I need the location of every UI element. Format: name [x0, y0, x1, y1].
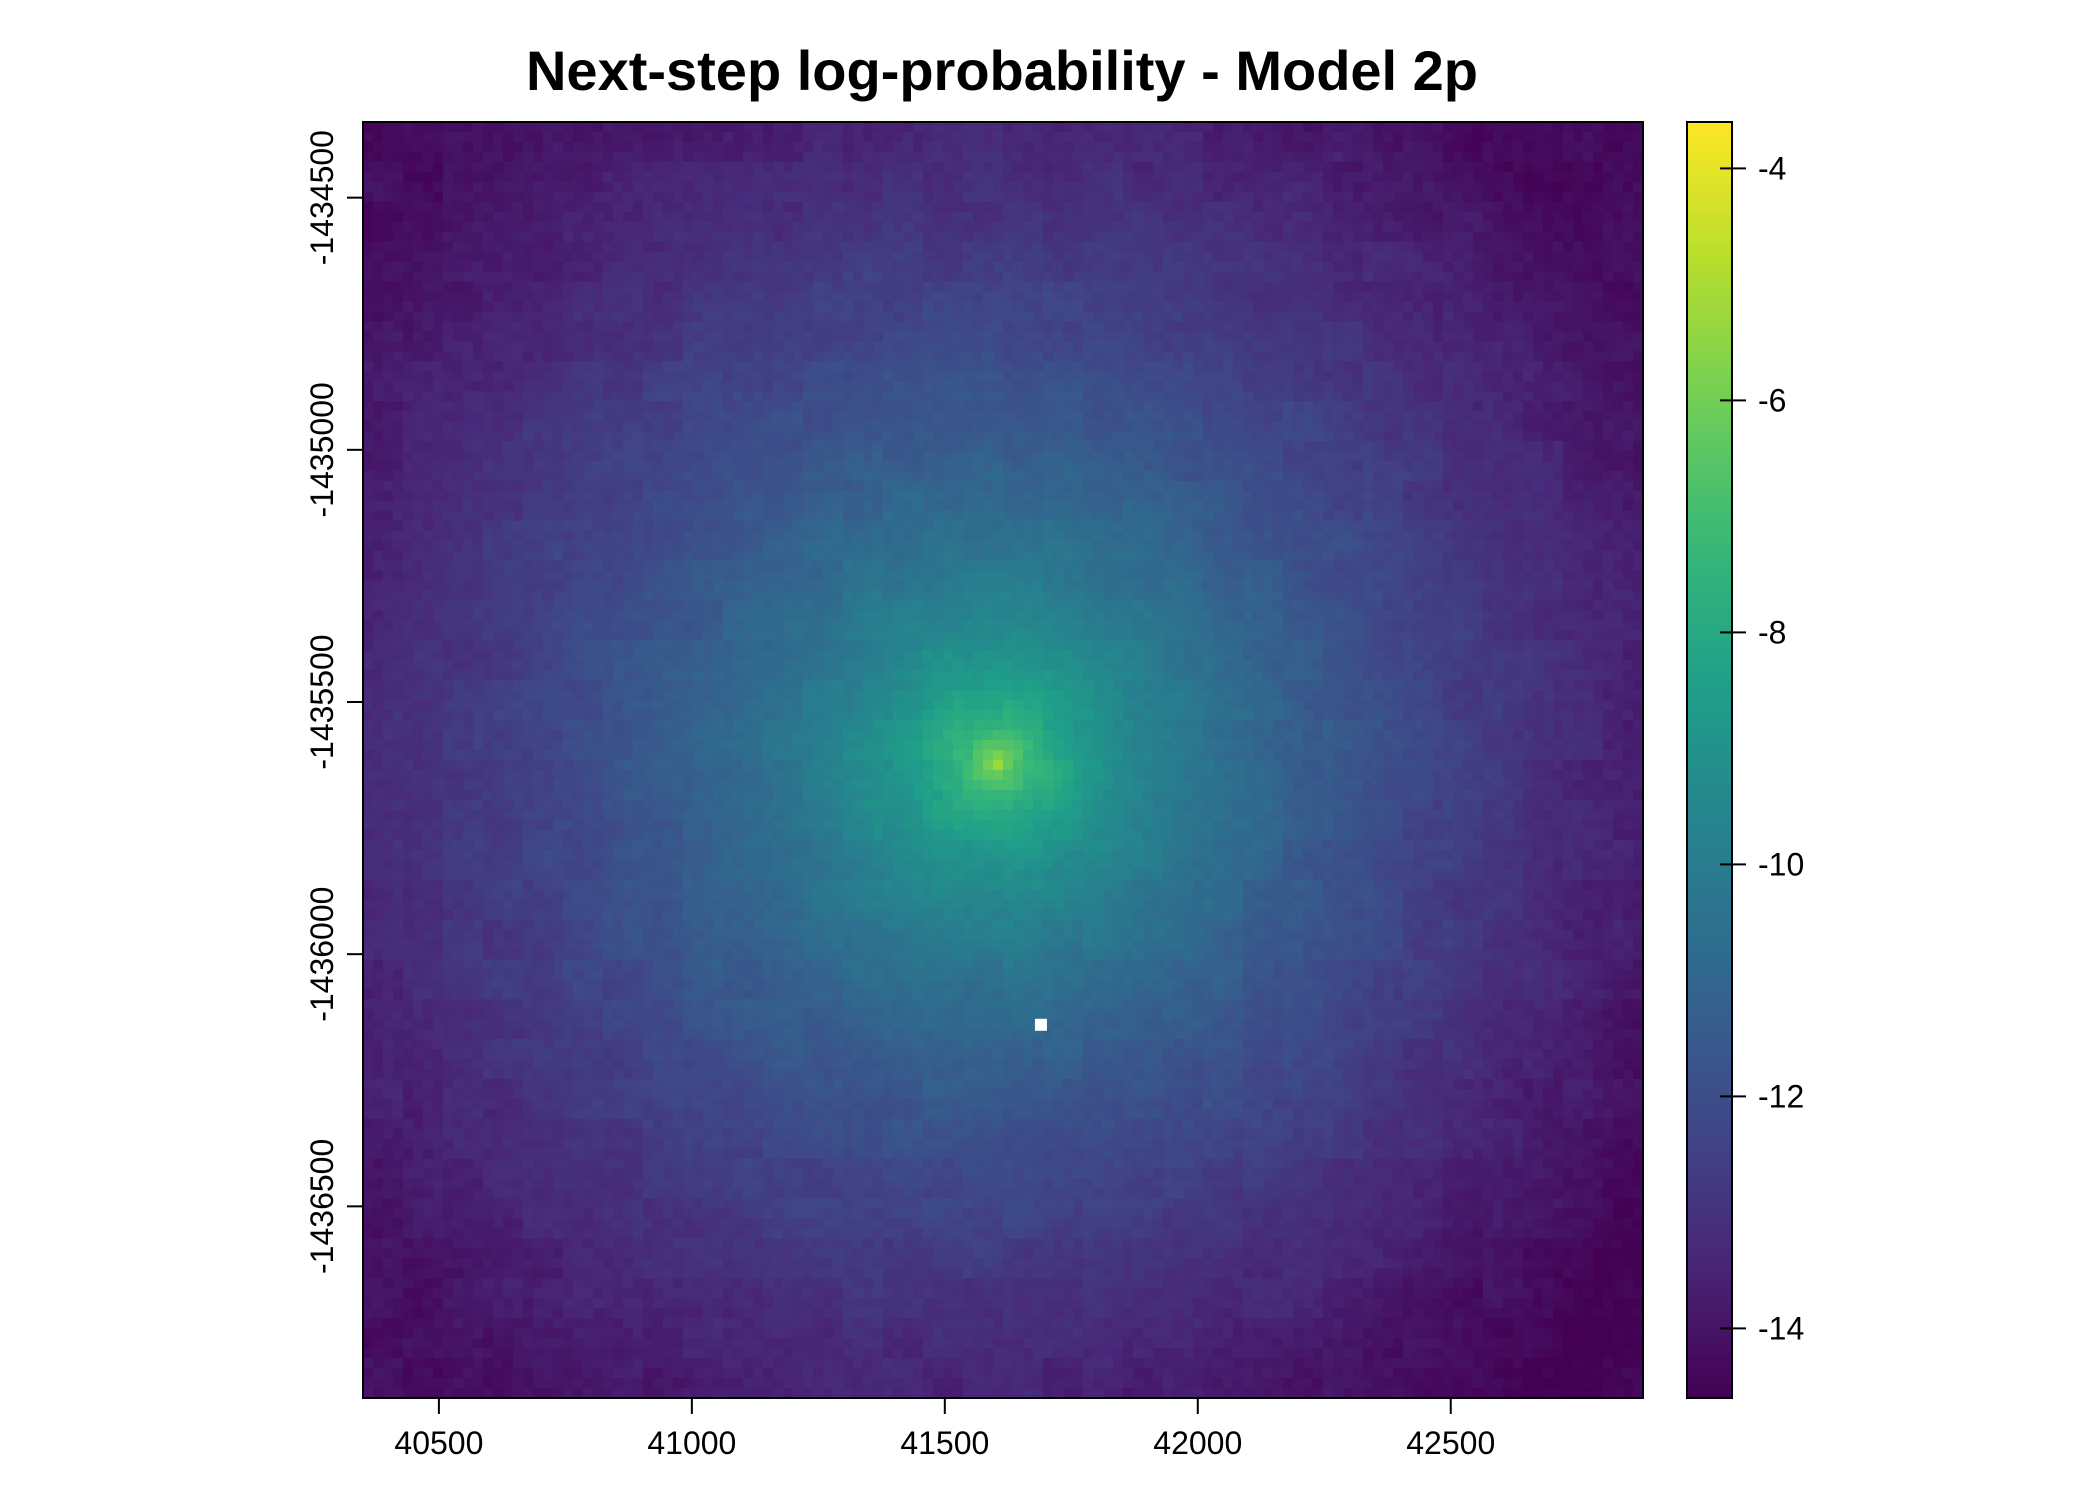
- y-axis: -1434500 -1435000 -1435500 -1436000 -1436500: [304, 130, 364, 1274]
- x-tick-label: 41500: [900, 1425, 989, 1461]
- x-tick-label: 42500: [1406, 1425, 1495, 1461]
- nodata-cell: [1034, 1018, 1047, 1031]
- y-tick-label: -1436500: [304, 1139, 340, 1274]
- colorbar-tick-label: -8: [1758, 614, 1786, 650]
- x-axis: 40500 41000 41500 42000 42500: [394, 1397, 1495, 1461]
- x-tick-label: 42000: [1153, 1425, 1242, 1461]
- y-tick-label: -1436000: [304, 887, 340, 1022]
- x-tick-label: 41000: [647, 1425, 736, 1461]
- colorbar: -4 -6 -8 -10 -12 -14: [1686, 121, 1804, 1399]
- colorbar-tick-label: -12: [1758, 1078, 1804, 1114]
- y-tick-label: -1434500: [304, 130, 340, 265]
- chart-title: Next-step log-probability - Model 2p: [526, 39, 1478, 102]
- colorbar-tick-label: -10: [1758, 846, 1804, 882]
- colorbar-tick-label: -4: [1758, 150, 1786, 186]
- colorbar-tick-label: -14: [1758, 1310, 1804, 1346]
- colorbar-ticks: -4 -6 -8 -10 -12 -14: [1720, 150, 1804, 1346]
- colorbar-tick-label: -6: [1758, 382, 1786, 418]
- y-tick-label: -1435500: [304, 634, 340, 769]
- colorbar-bar: [1686, 121, 1733, 1399]
- raster-layer: [363, 122, 1643, 1398]
- y-tick-label: -1435000: [304, 382, 340, 517]
- x-tick-label: 40500: [394, 1425, 483, 1461]
